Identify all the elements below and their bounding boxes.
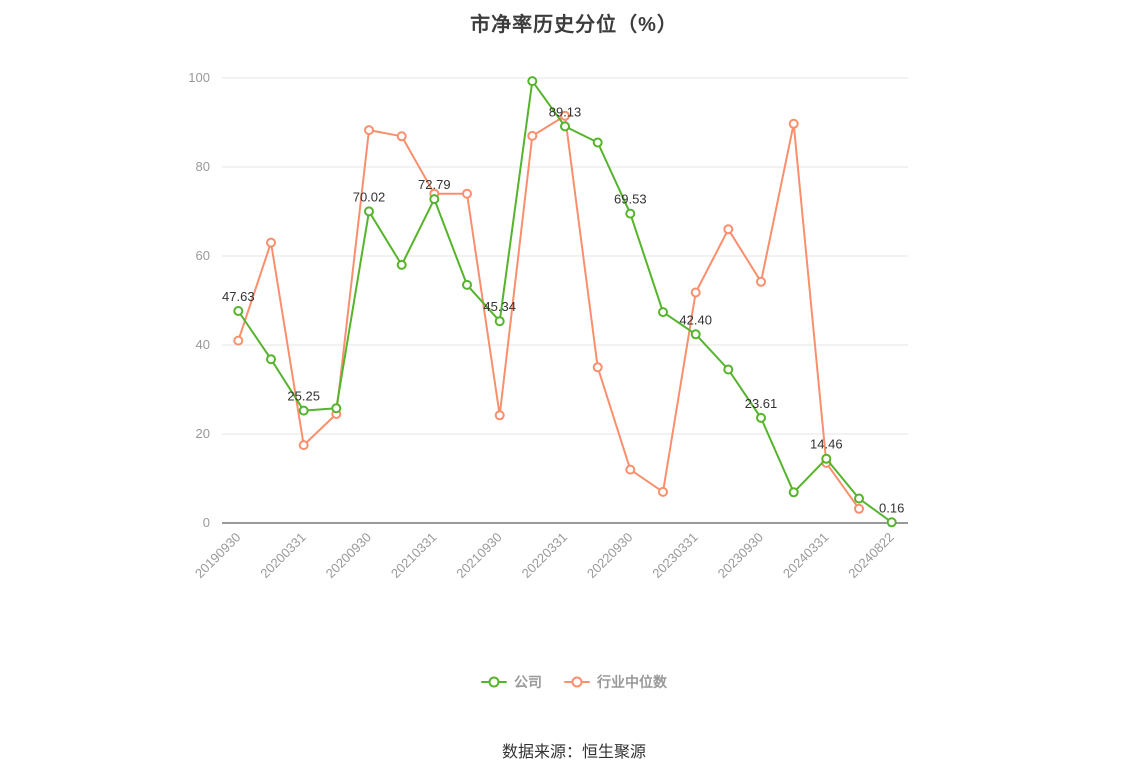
data-label: 70.02 <box>353 189 386 204</box>
industry-median-line <box>237 114 860 510</box>
chart-title: 市净率历史分位（%） <box>470 14 678 36</box>
industry-median-point[interactable] <box>266 237 276 248</box>
industry-median-point[interactable] <box>364 125 374 136</box>
company-point[interactable] <box>854 493 864 504</box>
x-tick-label: 20230930 <box>715 530 767 582</box>
legend-circle-icon <box>488 676 500 688</box>
company-point[interactable] <box>429 194 440 205</box>
y-tick-label: 0 <box>203 515 210 530</box>
company-point[interactable] <box>560 121 570 132</box>
x-tick-label: 20210930 <box>453 530 505 582</box>
industry-median-point[interactable] <box>658 486 668 497</box>
y-tick-label: 80 <box>196 159 210 174</box>
x-tick-label: 20230331 <box>649 530 701 582</box>
industry-median-point[interactable] <box>690 287 701 298</box>
legend-line-marker <box>564 676 590 688</box>
x-tick-label: 20190930 <box>192 530 244 582</box>
company-point[interactable] <box>658 307 668 318</box>
company-line <box>237 80 893 524</box>
company-point[interactable] <box>266 354 276 365</box>
company-point[interactable] <box>886 517 897 528</box>
industry-median-point[interactable] <box>854 503 864 514</box>
industry-median-point[interactable] <box>494 410 505 421</box>
legend-label: 行业中位数 <box>597 674 667 690</box>
company-point[interactable] <box>233 306 244 316</box>
data-label: 42.40 <box>679 312 712 327</box>
company-point[interactable] <box>690 329 701 340</box>
legend-label: 公司 <box>514 674 542 690</box>
company-point[interactable] <box>298 405 309 416</box>
industry-median-point[interactable] <box>527 130 538 141</box>
company-point[interactable] <box>592 137 603 148</box>
industry-median-point[interactable] <box>560 110 570 121</box>
legend-circle-icon <box>571 676 583 688</box>
company-point[interactable] <box>494 316 505 327</box>
legend-item-company[interactable]: 公司 <box>481 672 542 692</box>
x-tick-label: 20240822 <box>845 530 897 582</box>
company-point[interactable] <box>364 206 374 217</box>
company-point[interactable] <box>462 279 472 290</box>
industry-median-point[interactable] <box>788 118 799 129</box>
industry-median-point[interactable] <box>625 464 636 475</box>
data-label: 69.53 <box>614 192 647 207</box>
data-source-note: 数据来源：恒生聚源 <box>501 744 646 761</box>
company-point[interactable] <box>527 76 538 87</box>
y-tick-label: 40 <box>196 337 210 352</box>
industry-median-point[interactable] <box>756 276 766 287</box>
industry-median-point[interactable] <box>298 440 309 451</box>
company-point[interactable] <box>723 364 734 375</box>
industry-median-point[interactable] <box>462 188 472 199</box>
y-tick-label: 20 <box>196 426 210 441</box>
x-tick-label: 20200331 <box>257 530 309 582</box>
data-label: 89.13 <box>549 104 582 119</box>
data-label: 47.63 <box>222 289 255 304</box>
data-label: 45.34 <box>483 299 516 314</box>
data-label: 25.25 <box>287 389 320 404</box>
data-label: 0.16 <box>879 500 904 515</box>
company-point[interactable] <box>788 487 799 498</box>
legend-item-industry-median[interactable]: 行业中位数 <box>564 672 667 692</box>
industry-median-point[interactable] <box>592 362 603 373</box>
company-point[interactable] <box>821 453 832 464</box>
legend: 公司 行业中位数 <box>0 672 1148 692</box>
x-tick-label: 20210331 <box>388 530 440 582</box>
y-tick-label: 100 <box>188 70 210 85</box>
company-point[interactable] <box>625 208 636 219</box>
company-point[interactable] <box>331 403 342 414</box>
company-point[interactable] <box>396 259 407 270</box>
industry-median-point[interactable] <box>233 335 244 346</box>
data-label: 72.79 <box>418 177 451 192</box>
x-tick-label: 20200930 <box>323 530 375 582</box>
legend-line-marker <box>481 676 507 688</box>
x-tick-label: 20220930 <box>584 530 636 582</box>
y-tick-label: 60 <box>196 248 210 263</box>
data-label: 14.46 <box>810 437 843 452</box>
x-tick-label: 20240331 <box>780 530 832 582</box>
x-tick-label: 20220331 <box>519 530 571 582</box>
industry-median-point[interactable] <box>396 131 407 142</box>
data-label: 23.61 <box>745 396 778 411</box>
company-point[interactable] <box>756 412 766 423</box>
industry-median-point[interactable] <box>723 224 734 235</box>
